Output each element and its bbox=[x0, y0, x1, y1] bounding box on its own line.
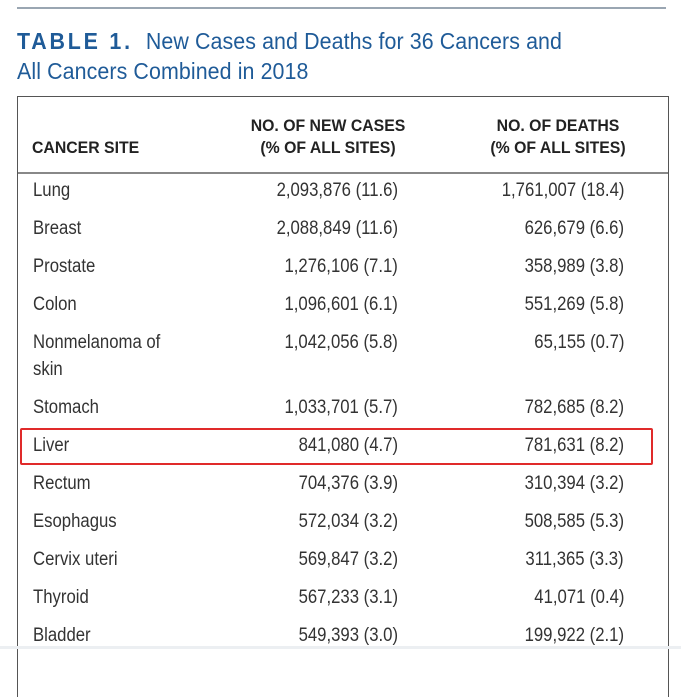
table-row: Colon 1,096,601 (6.1) 551,269 (5.8) bbox=[18, 291, 668, 329]
table-row: Nonmelanoma of skin 1,042,056 (5.8) 65,155 … bbox=[18, 329, 668, 380]
deaths: 199,922 (2.1) bbox=[524, 625, 624, 646]
new-cases: 549,393 (3.0) bbox=[298, 625, 398, 646]
deaths: 311,365 (3.3) bbox=[525, 549, 624, 570]
table-row: Cervix uteri 569,847 (3.2) 311,365 (3.3) bbox=[18, 546, 668, 584]
title-line-2: All Cancers Combined in 2018 bbox=[17, 58, 309, 84]
deaths: 358,989 (3.8) bbox=[524, 256, 624, 277]
table-row: Breast 2,088,849 (11.6) 626,679 (6.6) bbox=[18, 215, 668, 253]
new-cases: 2,093,876 (11.6) bbox=[276, 180, 398, 201]
table-row: Lung 2,093,876 (11.6) 1,761,007 (18.4) bbox=[18, 177, 668, 215]
cancer-site: Colon bbox=[33, 294, 77, 315]
cancer-site: Thyroid bbox=[33, 587, 89, 608]
cancer-site: Esophagus bbox=[33, 511, 117, 532]
deaths: 1,761,007 (18.4) bbox=[501, 180, 624, 201]
cancer-site: Nonmelanoma of bbox=[33, 332, 161, 353]
cancer-site: Lung bbox=[33, 180, 71, 201]
table-row: Stomach 1,033,701 (5.7) 782,685 (8.2) bbox=[18, 394, 668, 432]
deaths: 781,631 (8.2) bbox=[524, 435, 624, 456]
new-cases: 2,088,849 (11.6) bbox=[276, 218, 398, 239]
cancer-table: CANCER SITE NO. OF NEW CASES (% OF ALL S… bbox=[17, 96, 669, 697]
new-cases: 704,376 (3.9) bbox=[298, 473, 398, 494]
new-cases: 567,233 (3.1) bbox=[298, 587, 398, 608]
table-row: Thyroid 567,233 (3.1) 41,071 (0.4) bbox=[18, 584, 668, 622]
new-cases: 572,034 (3.2) bbox=[298, 511, 398, 532]
header-deaths-line2: (% OF ALL SITES) bbox=[490, 138, 626, 157]
header-deaths: NO. OF DEATHS (% OF ALL SITES) bbox=[465, 115, 651, 159]
cancer-site-cont: skin bbox=[33, 359, 63, 380]
header-new-cases: NO. OF NEW CASES (% OF ALL SITES) bbox=[235, 115, 421, 159]
table-header: CANCER SITE NO. OF NEW CASES (% OF ALL S… bbox=[18, 97, 668, 174]
deaths: 508,585 (5.3) bbox=[524, 511, 624, 532]
cancer-site: Cervix uteri bbox=[33, 549, 118, 570]
cancer-site: Breast bbox=[33, 218, 82, 239]
table-label: TABLE 1. bbox=[17, 28, 133, 54]
new-cases: 841,080 (4.7) bbox=[298, 435, 398, 456]
cancer-site: Rectum bbox=[33, 473, 91, 494]
header-deaths-line1: NO. OF DEATHS bbox=[496, 116, 620, 135]
table-row: Bladder 549,393 (3.0) 199,922 (2.1) bbox=[18, 622, 668, 660]
header-new-cases-line1: NO. OF NEW CASES bbox=[250, 116, 406, 135]
table-row: Esophagus 572,034 (3.2) 508,585 (5.3) bbox=[18, 508, 668, 546]
deaths: 551,269 (5.8) bbox=[524, 294, 624, 315]
new-cases: 1,276,106 (7.1) bbox=[284, 256, 398, 277]
title-line-1: New Cases and Deaths for 36 Cancers and bbox=[145, 28, 563, 54]
deaths: 782,685 (8.2) bbox=[524, 397, 624, 418]
cancer-site: Prostate bbox=[33, 256, 96, 277]
table-row: Prostate 1,276,106 (7.1) 358,989 (3.8) bbox=[18, 253, 668, 291]
new-cases: 1,096,601 (6.1) bbox=[284, 294, 398, 315]
header-new-cases-line2: (% OF ALL SITES) bbox=[260, 138, 396, 157]
top-rule bbox=[17, 7, 666, 9]
table-row: Liver 841,080 (4.7) 781,631 (8.2) bbox=[18, 432, 668, 470]
new-cases: 1,033,701 (5.7) bbox=[284, 397, 398, 418]
deaths: 65,155 (0.7) bbox=[533, 332, 624, 353]
header-cancer-site: CANCER SITE bbox=[32, 138, 140, 157]
bottom-edge bbox=[0, 646, 681, 649]
new-cases: 1,042,056 (5.8) bbox=[284, 332, 398, 353]
cancer-site: Stomach bbox=[33, 397, 99, 418]
table-title: TABLE 1. New Cases and Deaths for 36 Canc… bbox=[17, 26, 631, 86]
cancer-site: Bladder bbox=[33, 625, 91, 646]
deaths: 310,394 (3.2) bbox=[524, 473, 624, 494]
deaths: 626,679 (6.6) bbox=[524, 218, 624, 239]
liver-row-highlight bbox=[20, 428, 653, 465]
cancer-site: Liver bbox=[33, 435, 70, 456]
new-cases: 569,847 (3.2) bbox=[298, 549, 398, 570]
deaths: 41,071 (0.4) bbox=[533, 587, 624, 608]
table-row: Rectum 704,376 (3.9) 310,394 (3.2) bbox=[18, 470, 668, 508]
